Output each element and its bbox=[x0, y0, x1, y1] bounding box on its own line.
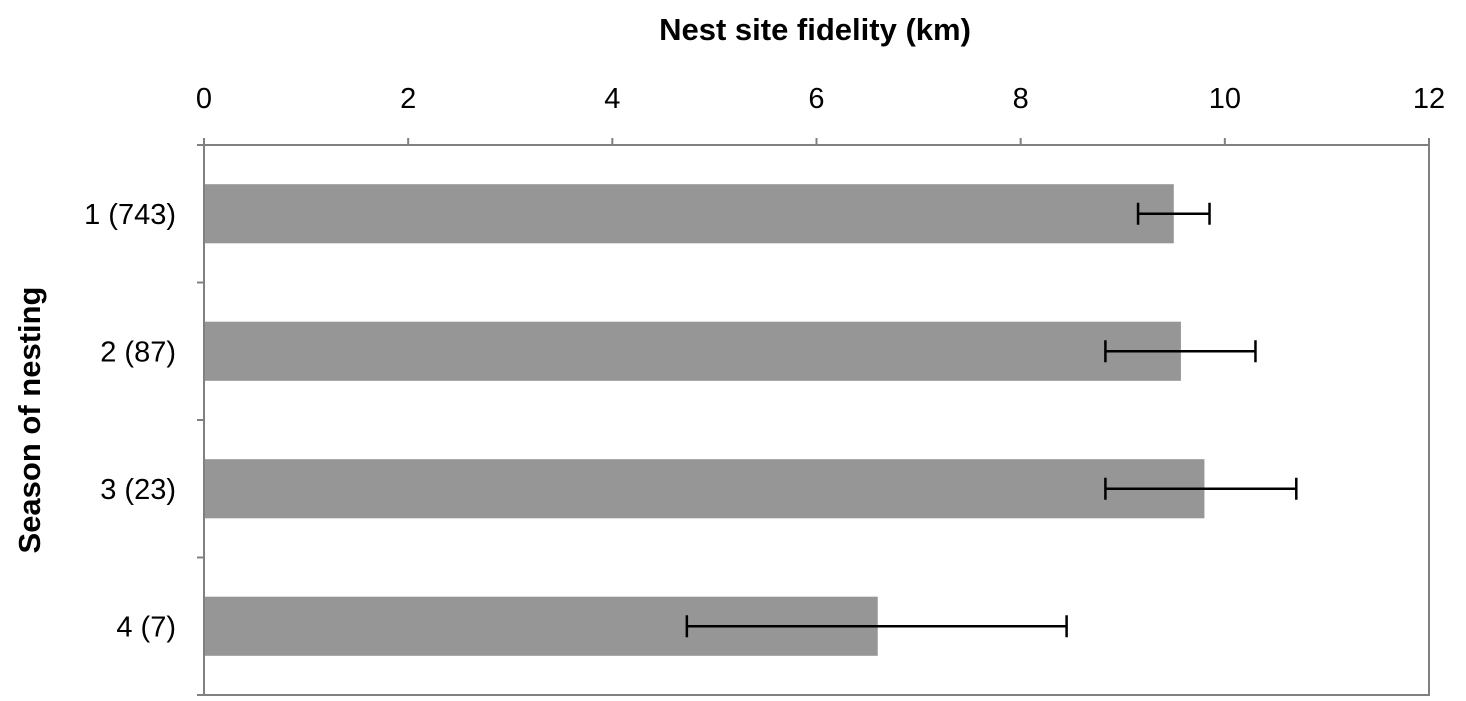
category-label: 2 (87) bbox=[100, 336, 176, 368]
chart-title: Nest site fidelity (km) bbox=[659, 12, 971, 47]
error-bars bbox=[685, 202, 1298, 638]
x-tick-label: 12 bbox=[1413, 83, 1445, 115]
bar bbox=[205, 184, 1174, 244]
category-label: 3 (23) bbox=[100, 474, 176, 506]
category-label: 1 (743) bbox=[84, 199, 176, 231]
x-tick-label: 8 bbox=[1013, 83, 1029, 115]
x-tick-label: 0 bbox=[196, 83, 212, 115]
category-labels: 1 (743) 2 (87) 3 (23) 4 (7) bbox=[84, 199, 176, 644]
category-label: 4 (7) bbox=[116, 611, 176, 643]
y-axis-label: Season of nesting bbox=[12, 287, 47, 554]
bars bbox=[205, 184, 1205, 656]
x-tick-label: 10 bbox=[1209, 83, 1241, 115]
x-tick-label: 6 bbox=[808, 83, 824, 115]
bar bbox=[205, 459, 1205, 519]
x-tick-label: 4 bbox=[604, 83, 620, 115]
x-tick-label: 2 bbox=[400, 83, 416, 115]
bar bbox=[205, 321, 1181, 381]
x-axis-ticks: 0 2 4 6 8 10 12 bbox=[196, 83, 1445, 696]
